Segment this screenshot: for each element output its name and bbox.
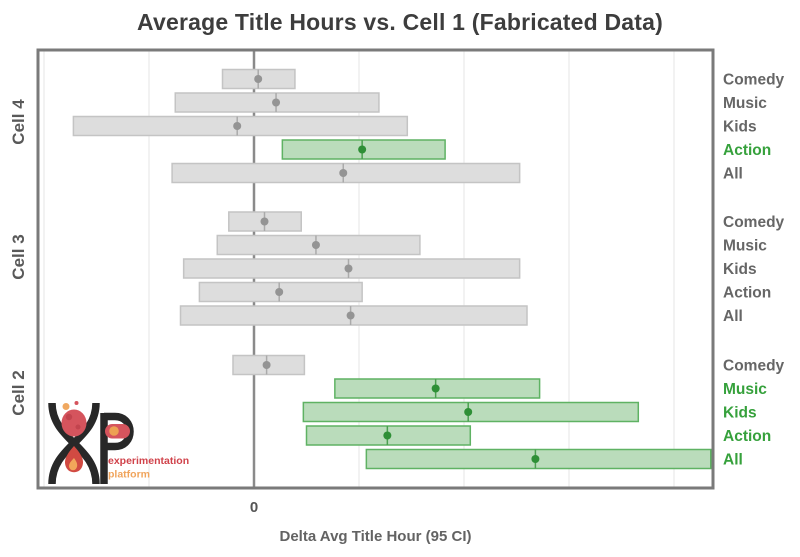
logo-text-platform: platform <box>108 469 150 481</box>
logo-p-glyph <box>100 412 134 484</box>
mean-dot-cell-4-action <box>358 145 367 154</box>
category-label-cell-2-comedy: Comedy <box>723 358 785 375</box>
cell-axis-label-cell-4: Cell 4 <box>9 99 28 145</box>
mean-dot-cell-4-kids <box>233 122 242 130</box>
mean-dot-cell-3-all <box>346 311 355 320</box>
logo-text-experimentation: experimentation <box>108 455 189 467</box>
x-axis-label: Delta Avg Title Hour (95 CI) <box>279 528 472 545</box>
logo-flask-icon <box>61 401 87 437</box>
x-tick-zero: 0 <box>249 499 259 516</box>
cell-axis-label-cell-2: Cell 2 <box>9 370 28 415</box>
mean-dot-cell-3-action <box>275 288 284 296</box>
mean-dot-cell-2-all <box>531 455 540 463</box>
mean-dot-cell-3-kids <box>344 264 353 273</box>
mean-dot-cell-2-music <box>431 384 440 393</box>
chart-title: Average Title Hours vs. Cell 1 (Fabricat… <box>137 9 663 35</box>
mean-dot-cell-3-music <box>311 241 320 249</box>
mean-dot-cell-2-action <box>383 431 392 440</box>
category-label-cell-2-all: All <box>723 452 743 469</box>
category-label-cell-3-comedy: Comedy <box>723 214 785 231</box>
logo-flame-icon <box>64 446 84 473</box>
category-label-cell-2-action: Action <box>723 428 771 445</box>
category-label-cell-2-kids: Kids <box>723 405 757 422</box>
category-label-cell-4-music: Music <box>723 95 767 112</box>
xp-logo: experimentation platform <box>48 401 189 485</box>
category-label-cell-4-comedy: Comedy <box>723 72 785 89</box>
category-label-cell-3-action: Action <box>723 285 771 302</box>
category-label-cell-4-action: Action <box>723 142 771 159</box>
cell-axis-label-cell-3: Cell 3 <box>9 234 28 279</box>
category-label-cell-3-music: Music <box>723 238 767 255</box>
plot-frame <box>36 48 715 490</box>
mean-dot-cell-4-comedy <box>254 75 263 83</box>
mean-dot-cell-4-music <box>272 98 281 107</box>
mean-dot-cell-2-kids <box>464 408 473 416</box>
category-label-cell-4-all: All <box>723 166 743 183</box>
category-label-cell-2-music: Music <box>723 381 767 398</box>
category-label-cell-3-kids: Kids <box>723 261 757 278</box>
category-label-cell-4-kids: Kids <box>723 119 757 136</box>
mean-dot-cell-3-comedy <box>260 217 269 226</box>
mean-dot-cell-2-comedy <box>262 361 271 369</box>
mean-dot-cell-4-all <box>339 169 348 177</box>
logo-x-glyph <box>48 402 100 485</box>
category-label-cell-3-all: All <box>723 308 743 325</box>
